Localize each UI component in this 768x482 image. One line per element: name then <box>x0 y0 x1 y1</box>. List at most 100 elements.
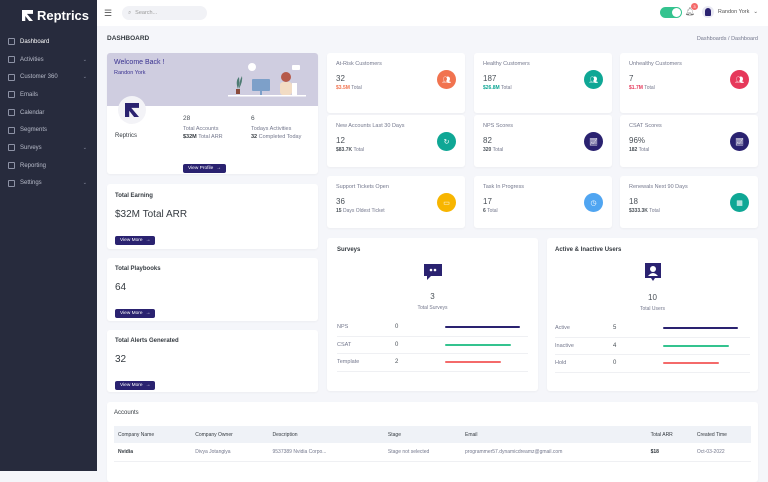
sidebar-item-settings[interactable]: Settings ⌄ <box>0 175 97 193</box>
users-row: Active 5 <box>555 320 750 338</box>
sidebar-item-segments[interactable]: Segments <box>0 121 97 139</box>
stat-card-nps-scores: NPS Scores 82 320 Total 📈︎ <box>474 115 612 167</box>
view-profile-button[interactable]: View Profile → <box>183 164 227 173</box>
search-input[interactable]: ⌕ Search... <box>122 6 208 20</box>
clock-icon: ◷ <box>584 193 603 212</box>
arrow-right-icon: → <box>145 238 151 243</box>
progress-bar <box>445 343 511 346</box>
workspace-illustration <box>228 63 306 97</box>
stat-card-healthy-customers: Healthy Customers 187 $26.8M Total 👥︎ <box>474 53 612 113</box>
surveys-row: Template 2 <box>337 354 528 372</box>
stat-card-task-in-progress: Task In Progress 17 6 Total ◷ <box>474 176 612 228</box>
chat-icon <box>423 264 442 280</box>
column-header[interactable]: Description <box>268 426 384 443</box>
todays-activities-stat: 6 Todays Activities 32 Completed Today <box>251 115 302 140</box>
users-icon: 👥︎ <box>584 70 603 89</box>
chevron-down-icon: ⌄ <box>753 9 758 15</box>
total-alerts-card: Total Alerts Generated 32 View More → <box>107 330 318 392</box>
sidebar-item-surveys[interactable]: Surveys ⌄ <box>0 139 97 157</box>
total-playbooks-card: Total Playbooks 64 View More → <box>107 258 318 321</box>
chevron-down-icon: ⌄ <box>82 74 87 81</box>
breadcrumb-dashboards[interactable]: Dashboards <box>696 36 727 42</box>
user-badge-icon <box>644 263 661 281</box>
table-row[interactable]: Nvidia Divya Jotangiya 9537389 Nvidia Corp… <box>114 443 751 462</box>
playbooks-view-more-button[interactable]: View More → <box>115 309 156 318</box>
breadcrumb: Dashboards / Dashboard <box>696 36 758 42</box>
welcome-title: Welcome Back ! <box>114 59 165 66</box>
stat-value: 36 <box>336 197 345 206</box>
stat-card-renewals-next-90-days: Renewals Next 90 Days 18 $333.3K Total ▦ <box>620 176 758 228</box>
progress-bar <box>663 362 720 365</box>
menu-toggle-icon[interactable]: ☰ <box>104 7 113 18</box>
arrow-right-icon: → <box>145 383 151 388</box>
stat-value: 32 <box>336 74 345 83</box>
chevron-down-icon: ⌄ <box>82 56 87 63</box>
sidebar-nav: Dashboard Activities ⌄ Customer 360 ⌄ Emails C… <box>0 33 97 192</box>
accounts-table: Company Name Company Owner Description Stag… <box>114 426 751 462</box>
stat-value: 187 <box>483 74 497 83</box>
table-cell: programmer57.dynamicdreamz@gmail.com <box>461 443 647 462</box>
surveys-row: CSAT 0 <box>337 337 528 354</box>
calendar-icon: ▦ <box>730 193 749 212</box>
notification-badge: 3 <box>691 3 698 10</box>
sidebar-item-dashboard[interactable]: Dashboard <box>0 33 97 51</box>
table-cell: $18 <box>646 443 693 462</box>
stat-card-unhealthy-customers: Unhealthy Customers 7 $1.7M Total 👥︎ <box>620 53 758 113</box>
welcome-user: Randon York <box>114 70 146 76</box>
users-row: Inactive 4 <box>555 338 750 355</box>
mail-icon <box>8 91 15 99</box>
total-earning-card: Total Earning $32M Total ARR View More → <box>107 184 318 249</box>
accounts-card: Accounts Company Name Company Owner Descri… <box>107 402 758 482</box>
report-icon <box>8 162 15 170</box>
user-menu[interactable]: Randon York ⌄ <box>701 6 758 18</box>
refresh-icon: ↻ <box>437 132 456 151</box>
search-icon: ⌕ <box>128 9 132 16</box>
earning-view-more-button[interactable]: View More → <box>115 236 156 245</box>
ticket-icon: ▭ <box>437 193 456 212</box>
column-header[interactable]: Created Time <box>692 426 751 443</box>
total-users-value: 10 <box>648 293 657 302</box>
column-header[interactable]: Stage <box>383 426 462 443</box>
stat-card-new-accounts-last-30-days: New Accounts Last 30 Days 12 $83.7K Total ↻ <box>327 115 465 167</box>
progress-bar <box>445 326 520 329</box>
column-header[interactable]: Company Name <box>114 426 192 443</box>
theme-toggle[interactable] <box>660 7 682 18</box>
sidebar-item-activities[interactable]: Activities ⌄ <box>0 51 97 69</box>
sidebar-item-calendar[interactable]: Calendar <box>0 104 97 122</box>
progress-bar <box>663 327 738 330</box>
progress-bar <box>663 344 729 347</box>
bell-icon[interactable]: 🔔︎ <box>684 7 695 16</box>
table-cell: Stage not selected <box>383 443 462 462</box>
users-row: Hold 0 <box>555 355 750 373</box>
table-cell: Divya Jotangiya <box>191 443 269 462</box>
column-header[interactable]: Email <box>461 426 647 443</box>
sidebar-item-reporting[interactable]: Reporting <box>0 157 97 175</box>
table-cell: Oct-03-2022 <box>692 443 751 462</box>
stat-card-csat-scores: CSAT Scores 96% 182 Total 📈︎ <box>620 115 758 167</box>
sidebar-item-emails[interactable]: Emails <box>0 86 97 104</box>
sidebar-item-customer-360[interactable]: Customer 360 ⌄ <box>0 68 97 86</box>
stat-value: 18 <box>629 197 638 206</box>
arrow-right-icon: → <box>216 166 222 171</box>
surveys-row: NPS 0 <box>337 319 528 337</box>
table-cell: Nvidia <box>114 443 192 462</box>
stat-value: 12 <box>336 136 345 145</box>
stat-value: 82 <box>483 136 492 145</box>
breadcrumb-dashboard: Dashboard <box>731 36 758 42</box>
table-cell: 9537389 Nvidia Corpo... <box>268 443 384 462</box>
stat-value: 96% <box>629 136 646 145</box>
chat-icon <box>8 144 15 152</box>
avatar <box>701 6 714 18</box>
list-icon <box>8 126 15 134</box>
welcome-card: Welcome Back ! Randon York Reptrics 28 T… <box>107 53 318 174</box>
total-playbooks-value: 64 <box>115 282 127 293</box>
calendar-grid-icon <box>8 56 15 64</box>
home-icon <box>8 38 15 46</box>
stat-value: 17 <box>483 197 492 206</box>
company-name: Reptrics <box>115 133 138 139</box>
topbar: ☰ ⌕ Search... 🔔︎ 3 Randon York ⌄ <box>97 0 768 26</box>
column-header[interactable]: Company Owner <box>191 426 269 443</box>
column-header[interactable]: Total ARR <box>646 426 693 443</box>
app-logo[interactable]: Reptrics <box>0 0 97 26</box>
alerts-view-more-button[interactable]: View More → <box>115 381 156 390</box>
